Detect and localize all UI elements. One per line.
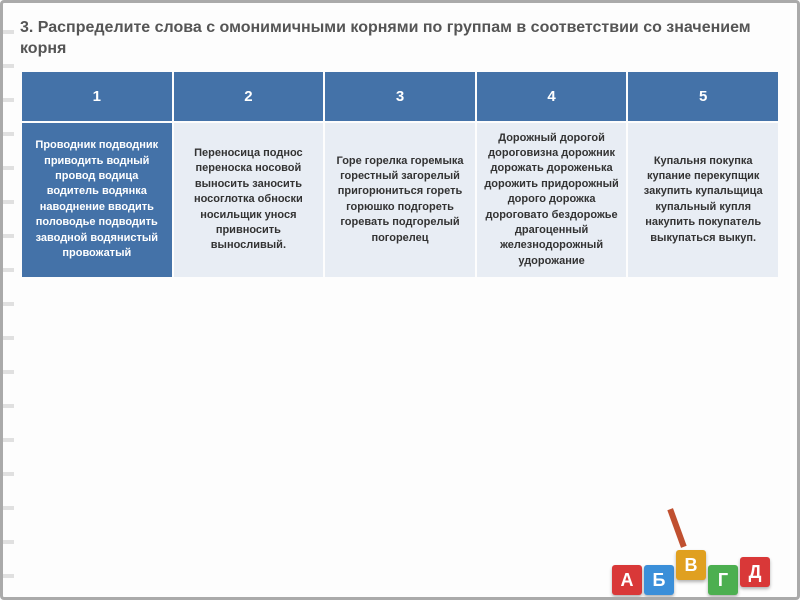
cell-group-5: Купальня покупка купание перекупщик заку…	[628, 123, 778, 278]
cell-group-3: Горе горелка горемыка горестный загорелы…	[325, 123, 475, 278]
block-letter: Б	[644, 565, 674, 595]
block-letter: А	[612, 565, 642, 595]
page-content: 3. Распределите слова с омонимичными кор…	[0, 0, 800, 600]
col-header-4: 4	[477, 72, 627, 121]
block-letter: Д	[740, 557, 770, 587]
block-letter: Г	[708, 565, 738, 595]
word-groups-table: 1 2 3 4 5 Проводник подводник приводить …	[20, 70, 780, 280]
task-title: 3. Распределите слова с омонимичными кор…	[20, 18, 780, 60]
letter-blocks-decoration: А Б В Г Д	[612, 565, 770, 595]
table-data-row: Проводник подводник приводить водный про…	[22, 123, 778, 278]
block-letter: В	[676, 550, 706, 580]
cell-group-4: Дорожный дорогой дороговизна дорожник до…	[477, 123, 627, 278]
cell-group-1: Проводник подводник приводить водный про…	[22, 123, 172, 278]
col-header-5: 5	[628, 72, 778, 121]
col-header-1: 1	[22, 72, 172, 121]
cell-group-2: Переносица поднос переноска носовой выно…	[174, 123, 324, 278]
table-header-row: 1 2 3 4 5	[22, 72, 778, 121]
binder-holes	[0, 0, 14, 600]
col-header-2: 2	[174, 72, 324, 121]
col-header-3: 3	[325, 72, 475, 121]
